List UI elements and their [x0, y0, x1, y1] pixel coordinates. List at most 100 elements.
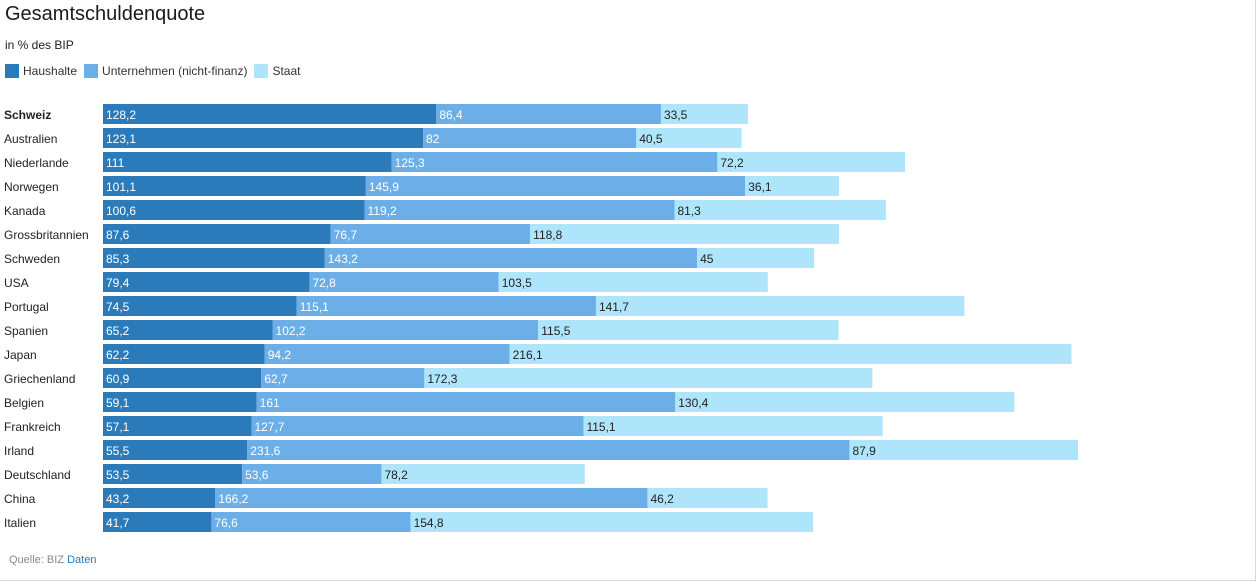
chart-title: Gesamtschuldenquote: [5, 3, 206, 25]
bar-segment-unternehmen-nicht-finanz-[interactable]: [391, 152, 718, 172]
bar-segment-staat[interactable]: [381, 464, 585, 484]
value-label: 111: [106, 156, 125, 170]
value-label: 154,8: [414, 516, 444, 530]
bar-segment-staat[interactable]: [509, 344, 1072, 364]
bar-segment-unternehmen-nicht-finanz-[interactable]: [242, 464, 382, 484]
value-label: 172,3: [427, 372, 457, 386]
value-label: 143,2: [328, 252, 358, 266]
value-label: 33,5: [664, 108, 688, 122]
source-data-link[interactable]: Daten: [67, 554, 97, 566]
bar-row-griechenland: Griechenland 60,9 62,7 172,3: [4, 368, 873, 388]
bar-segment-haushalte[interactable]: [103, 416, 252, 436]
legend-item-unternehmen[interactable]: Unternehmen (nicht-finanz): [84, 64, 247, 78]
bar-segment-haushalte[interactable]: [103, 392, 257, 412]
legend-item-haushalte[interactable]: Haushalte: [5, 64, 77, 78]
bar-segment-staat[interactable]: [636, 128, 742, 148]
bar-segment-haushalte[interactable]: [103, 104, 437, 124]
bar-segment-haushalte[interactable]: [103, 176, 366, 196]
value-label: 231,6: [250, 444, 280, 458]
bar-segment-unternehmen-nicht-finanz-[interactable]: [272, 320, 539, 340]
value-label: 76,7: [334, 228, 358, 242]
bar-segment-haushalte[interactable]: [103, 440, 248, 460]
value-label: 43,2: [106, 492, 130, 506]
chart-subtitle: in % des BIP: [5, 38, 74, 52]
value-label: 62,2: [106, 348, 130, 362]
value-label: 82: [426, 132, 440, 146]
bar-segment-staat[interactable]: [674, 200, 886, 220]
bar-segment-unternehmen-nicht-finanz-[interactable]: [247, 440, 850, 460]
bar-segment-unternehmen-nicht-finanz-[interactable]: [211, 512, 411, 532]
bar-segment-haushalte[interactable]: [103, 368, 262, 388]
bar-segment-haushalte[interactable]: [103, 512, 212, 532]
value-label: 127,7: [254, 420, 284, 434]
bar-segment-haushalte[interactable]: [103, 224, 331, 244]
bar-segment-unternehmen-nicht-finanz-[interactable]: [264, 344, 510, 364]
value-label: 41,7: [106, 516, 130, 530]
bar-segment-unternehmen-nicht-finanz-[interactable]: [215, 488, 648, 508]
bar-segment-haushalte[interactable]: [103, 464, 243, 484]
category-label: Grossbritannien: [4, 228, 89, 242]
bar-row-niederlande: Niederlande 111 125,3 72,2: [4, 152, 906, 172]
value-label: 53,5: [106, 468, 130, 482]
bar-segment-staat[interactable]: [745, 176, 840, 196]
value-label: 78,2: [384, 468, 408, 482]
bar-segment-haushalte[interactable]: [103, 272, 310, 292]
value-label: 74,5: [106, 300, 130, 314]
category-label: China: [4, 492, 36, 506]
legend-swatch-haushalte: [5, 64, 19, 78]
bar-segment-unternehmen-nicht-finanz-[interactable]: [423, 128, 637, 148]
value-label: 166,2: [218, 492, 248, 506]
value-label: 125,3: [395, 156, 425, 170]
bar-segment-haushalte[interactable]: [103, 248, 325, 268]
bar-segment-staat[interactable]: [849, 440, 1078, 460]
bar-segment-unternehmen-nicht-finanz-[interactable]: [330, 224, 531, 244]
bar-segment-staat[interactable]: [498, 272, 768, 292]
bar-segment-staat[interactable]: [410, 512, 814, 532]
legend-swatch-staat: [254, 64, 269, 78]
bar-segment-staat[interactable]: [717, 152, 906, 172]
bar-segment-staat[interactable]: [424, 368, 873, 388]
bar-segment-staat[interactable]: [538, 320, 839, 340]
value-label: 119,2: [368, 204, 397, 218]
source-note: Quelle: BIZ Daten: [9, 554, 96, 566]
bar-segment-unternehmen-nicht-finanz-[interactable]: [309, 272, 499, 292]
bar-segment-unternehmen-nicht-finanz-[interactable]: [364, 200, 675, 220]
bar-segment-staat[interactable]: [647, 488, 768, 508]
category-label: Italien: [4, 516, 36, 530]
value-label: 46,2: [650, 492, 674, 506]
bar-segment-haushalte[interactable]: [103, 296, 297, 316]
bar-segment-unternehmen-nicht-finanz-[interactable]: [251, 416, 584, 436]
bar-segment-unternehmen-nicht-finanz-[interactable]: [324, 248, 698, 268]
category-label: Japan: [4, 348, 37, 362]
bar-segment-staat[interactable]: [697, 248, 815, 268]
category-label: Australien: [4, 132, 57, 146]
bar-row-japan: Japan 62,2 94,2 216,1: [4, 344, 1072, 364]
bar-row-frankreich: Frankreich 57,1 127,7 115,1: [4, 416, 883, 436]
bar-segment-unternehmen-nicht-finanz-[interactable]: [261, 368, 425, 388]
bar-segment-staat[interactable]: [530, 224, 840, 244]
bar-segment-staat[interactable]: [595, 296, 965, 316]
bar-segment-staat[interactable]: [583, 416, 883, 436]
bar-segment-staat[interactable]: [675, 392, 1015, 412]
bar-segment-haushalte[interactable]: [103, 152, 392, 172]
bar-segment-haushalte[interactable]: [103, 488, 216, 508]
value-label: 130,4: [678, 396, 708, 410]
legend-label-unternehmen: Unternehmen (nicht-finanz): [102, 64, 248, 78]
legend-item-staat[interactable]: Staat: [254, 64, 300, 78]
value-label: 115,1: [586, 420, 615, 434]
bar-segment-unternehmen-nicht-finanz-[interactable]: [296, 296, 596, 316]
bar-segment-unternehmen-nicht-finanz-[interactable]: [436, 104, 661, 124]
bar-segment-staat[interactable]: [660, 104, 749, 124]
value-label: 81,3: [677, 204, 701, 218]
value-label: 128,2: [106, 108, 136, 122]
legend-label-haushalte: Haushalte: [23, 64, 78, 78]
bar-segment-haushalte[interactable]: [103, 320, 273, 340]
bar-segment-unternehmen-nicht-finanz-[interactable]: [256, 392, 676, 412]
value-label: 123,1: [106, 132, 136, 146]
bar-segment-unternehmen-nicht-finanz-[interactable]: [365, 176, 746, 196]
bar-segment-haushalte[interactable]: [103, 344, 265, 364]
bar-segment-haushalte[interactable]: [103, 128, 424, 148]
bar-row-schweiz: Schweiz 128,2 86,4 33,5: [4, 104, 749, 124]
value-label: 45: [700, 252, 714, 266]
bar-segment-haushalte[interactable]: [103, 200, 365, 220]
